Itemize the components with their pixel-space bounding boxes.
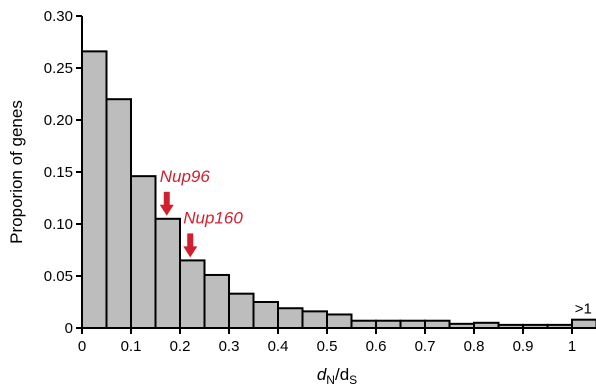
x-tick-label: 0.8 [464,338,485,355]
x-tick-label: 0.5 [317,338,338,355]
x-tick-label: 0.7 [415,338,436,355]
y-tick-label: 0 [65,320,73,337]
y-axis-title: Proporion of genes [7,100,26,244]
histogram-bar [350,319,377,330]
annotation-label: Nup160 [183,208,243,227]
x-tick-label: 0.3 [219,338,240,355]
x-tick-label: 1 [568,338,576,355]
x-tick-label: 0.1 [121,338,142,355]
histogram-bar [105,98,132,329]
y-tick-label: 0.05 [44,268,73,285]
annotation-arrow-head [183,246,198,258]
x-tick-label: 0.6 [366,338,387,355]
histogram-bar [399,319,426,330]
x-tick-label: 0.2 [170,338,191,355]
histogram-bar [228,292,255,329]
y-tick-label: 0.15 [44,164,73,181]
histogram-bar [326,313,353,330]
x-tick-label: 0.9 [513,338,534,355]
last-bar-label: >1 [575,301,592,318]
histogram-bar [154,217,181,329]
histogram-bar [277,307,304,329]
histogram-bar [375,319,402,330]
annotation-arrow-shaft [163,191,170,206]
x-tick-label: 0 [78,338,86,355]
y-tick-label: 0.25 [44,60,73,77]
annotation-arrow-head [159,204,174,216]
histogram-bar [130,175,157,329]
y-tick-label: 0.10 [44,216,73,233]
histogram-bar [81,50,108,330]
histogram-bar [301,310,328,329]
y-axis: 0 0.05 0.10 0.15 0.20 0.25 0.30 [44,8,83,337]
histogram-bar [203,273,230,329]
y-tick-label: 0.20 [44,112,73,129]
histogram-bar [571,318,596,329]
x-axis-title-sep: /d [335,365,349,384]
x-axis-title: dN/dS [317,365,357,387]
annotations-group: Nup96 Nup160 [159,167,243,258]
x-tick-label: 0.4 [268,338,289,355]
annotation-arrow-shaft [187,233,194,248]
x-axis-title-d: d [317,365,327,384]
y-tick-label: 0.30 [44,8,73,25]
x-axis-title-sub-n: N [326,373,335,387]
annotation-label: Nup96 [160,167,211,186]
histogram-bar [424,319,451,330]
bars-group: >1 [81,50,596,330]
x-axis: 0 0.1 0.2 0.3 0.4 0.5 0.6 0.7 0.8 0.9 1 [78,327,596,355]
x-axis-title-sub-s: S [349,373,357,387]
histogram-bar [179,259,206,329]
histogram-bar [252,301,279,329]
